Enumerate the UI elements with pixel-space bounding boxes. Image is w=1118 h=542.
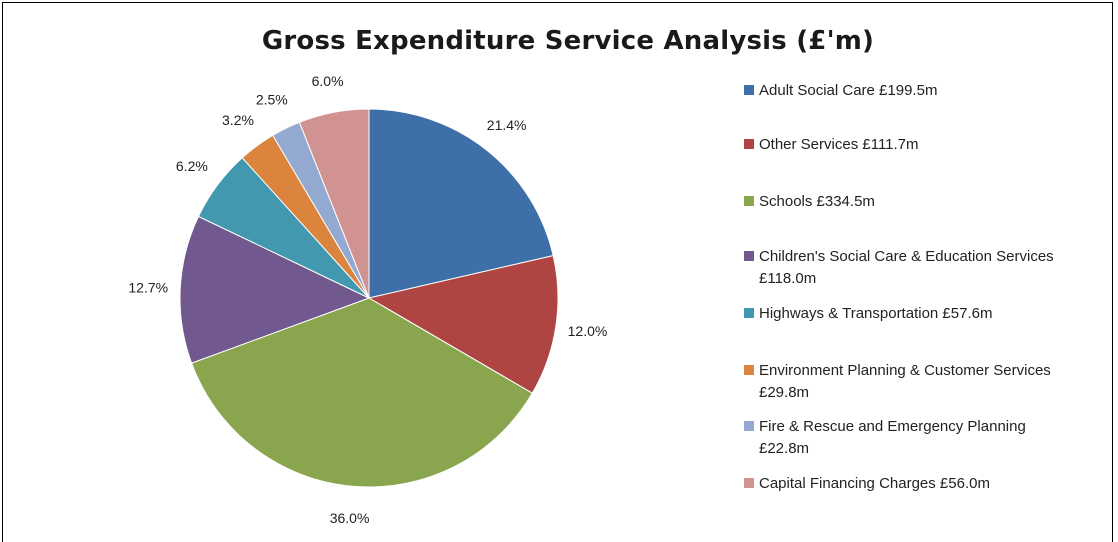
legend-swatch bbox=[744, 85, 754, 95]
slice-data-label: 6.2% bbox=[176, 158, 208, 174]
legend-swatch bbox=[744, 308, 754, 318]
slice-data-label: 6.0% bbox=[312, 73, 344, 89]
legend-label: Environment Planning & Customer Services… bbox=[759, 362, 1051, 401]
legend-swatch bbox=[744, 196, 754, 206]
legend-label: Schools £334.5m bbox=[759, 193, 875, 210]
legend-label: Fire & Rescue and Emergency Planning £22… bbox=[759, 418, 1026, 457]
legend-swatch bbox=[744, 139, 754, 149]
legend-item: Highways & Transportation £57.6m bbox=[744, 303, 1069, 325]
legend-item: Fire & Rescue and Emergency Planning £22… bbox=[744, 416, 1069, 460]
pie-slice bbox=[179, 215, 371, 364]
legend-label: Other Services £111.7m bbox=[759, 136, 919, 153]
pie-slice bbox=[190, 297, 533, 488]
pie-slice bbox=[367, 255, 559, 394]
slice-data-label: 2.5% bbox=[256, 92, 288, 108]
legend-swatch bbox=[744, 365, 754, 375]
slice-data-label: 36.0% bbox=[330, 510, 370, 526]
legend-label: Highways & Transportation £57.6m bbox=[759, 305, 993, 322]
legend-label: Children's Social Care & Education Servi… bbox=[759, 248, 1054, 287]
legend-item: Other Services £111.7m bbox=[744, 134, 1069, 156]
legend-item: Capital Financing Charges £56.0m bbox=[744, 473, 1069, 495]
legend-swatch bbox=[744, 251, 754, 261]
slice-data-label: 3.2% bbox=[222, 112, 254, 128]
legend-label: Adult Social Care £199.5m bbox=[759, 82, 938, 99]
chart-title: Gross Expenditure Service Analysis (£'m) bbox=[261, 26, 875, 56]
legend-label: Capital Financing Charges £56.0m bbox=[759, 475, 990, 492]
legend-item: Adult Social Care £199.5m bbox=[744, 80, 1069, 102]
slice-data-label: 12.7% bbox=[128, 280, 168, 296]
legend-swatch bbox=[744, 478, 754, 488]
slice-data-label: 12.0% bbox=[568, 323, 608, 339]
legend-item: Schools £334.5m bbox=[744, 191, 1069, 213]
slice-data-label: 21.4% bbox=[487, 117, 527, 133]
legend-item: Children's Social Care & Education Servi… bbox=[744, 246, 1069, 290]
legend-item: Environment Planning & Customer Services… bbox=[744, 360, 1069, 404]
legend-swatch bbox=[744, 421, 754, 431]
pie-slice bbox=[368, 108, 554, 299]
pie-slice bbox=[298, 108, 370, 299]
